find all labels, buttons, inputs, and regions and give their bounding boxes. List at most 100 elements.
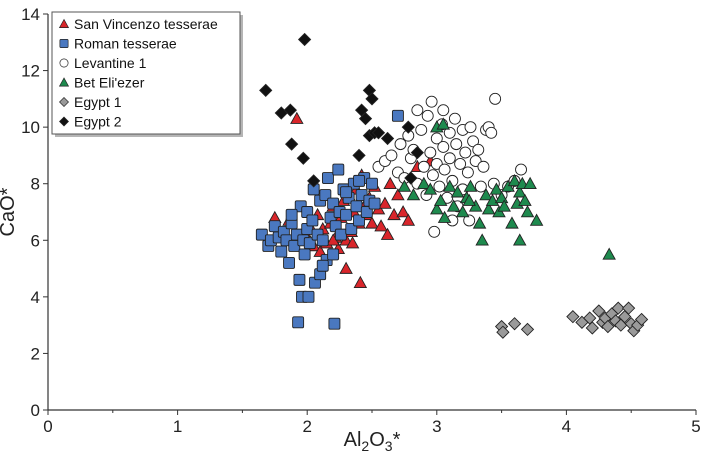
data-point [437,140,450,153]
data-point [293,273,306,286]
series-5 [259,32,424,188]
legend-marker [58,18,70,28]
data-point [374,219,388,232]
legend-entry: Levantine 1 [59,55,147,71]
data-point [437,210,452,223]
data-point [472,216,487,229]
y-tick-label: 14 [21,5,40,24]
data-point [378,196,392,209]
data-point [365,216,379,229]
data-point [425,95,438,108]
data-point [316,234,329,247]
data-point [520,205,535,218]
data-point [292,316,305,329]
data-point [285,208,298,221]
series-1 [255,109,404,330]
data-point [461,166,474,179]
data-point [358,112,373,126]
data-point [459,146,472,159]
data-point [391,188,405,201]
data-point [472,143,485,156]
y-tick-label: 12 [21,62,40,81]
y-tick-label: 4 [31,288,40,307]
data-point [505,216,519,229]
data-point [507,173,522,187]
data-point [328,317,341,330]
data-point [352,148,366,163]
data-point [383,176,397,189]
data-point [443,152,456,165]
data-point [467,135,480,148]
data-point [259,83,273,98]
data-point [512,233,527,246]
legend-marker [59,39,69,48]
data-point [585,321,599,335]
data-point [520,322,535,337]
data-point [494,190,509,204]
data-point [523,176,537,189]
data-point [489,92,502,105]
data-point [518,193,532,206]
x-tick-label: 5 [691,417,700,436]
data-point [437,104,450,117]
x-tick-label: 2 [302,417,311,436]
data-point [365,92,379,106]
x-tick-label: 0 [43,417,52,436]
data-point [446,199,461,212]
data-point [421,109,434,122]
series-3 [397,117,616,260]
data-point [283,103,297,117]
data-point [474,180,487,193]
data-point [512,185,527,198]
data-point [426,169,439,182]
data-point [285,137,299,151]
data-point [454,157,467,170]
data-point [443,126,456,139]
y-tick-label: 8 [31,175,40,194]
data-point [290,111,304,124]
data-point [529,213,544,226]
data-point [350,200,363,213]
y-tick-label: 6 [31,231,40,250]
data-point [396,205,410,218]
data-point [485,126,498,139]
data-point [298,248,311,261]
y-tick-label: 10 [21,118,40,137]
data-point [462,193,476,206]
data-point [489,182,504,195]
data-point [515,163,527,176]
data-point [296,151,310,165]
data-point [302,290,315,303]
data-point [417,176,431,189]
data-point [423,182,438,195]
data-point [353,275,368,288]
data-point [455,205,470,218]
data-point [401,120,415,134]
data-point [430,202,444,215]
legend-marker [59,58,69,68]
data-point [401,213,416,226]
data-point [275,245,288,258]
data-point [433,193,448,206]
data-point [634,312,649,327]
legend: San Vincenzo tesserae Roman tesserae Levan… [51,11,243,137]
y-tick-label: 2 [31,344,40,363]
data-point [307,174,321,188]
data-point [438,163,451,176]
data-point [464,121,477,134]
data-point [442,179,457,192]
data-point [297,32,312,47]
data-point [417,160,430,173]
data-point [321,172,334,185]
data-point [497,199,511,212]
x-tick-label: 4 [562,417,571,436]
y-tick-label: 0 [31,401,40,420]
data-point [463,179,478,192]
data-point [424,146,437,159]
y-axis-title: CaO* [0,187,19,236]
data-point [380,227,395,240]
data-point [611,301,625,315]
data-point [450,185,465,198]
data-point [380,131,395,146]
